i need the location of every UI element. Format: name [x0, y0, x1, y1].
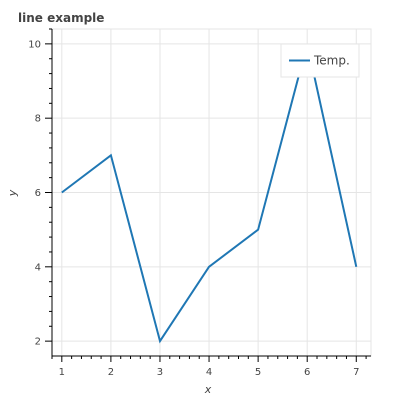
x-tick-labels: 1 2 3 4 5 6 7: [59, 367, 360, 378]
x-tick-label: 2: [108, 367, 114, 378]
x-tick-label: 5: [255, 367, 261, 378]
x-tick-label: 4: [206, 367, 212, 378]
x-tick-label: 1: [59, 367, 65, 378]
y-axis-label: y: [6, 189, 19, 197]
legend-label-temp: Temp.: [313, 54, 350, 68]
legend: Temp.: [280, 43, 360, 78]
chart-title: line example: [18, 11, 104, 25]
x-tick-label: 7: [353, 367, 359, 378]
y-tick-label: 10: [28, 39, 41, 50]
axes: [45, 28, 371, 362]
y-tick-labels: 2 4 6 8 10: [28, 39, 41, 347]
y-tick-label: 4: [35, 262, 41, 273]
x-tick-label: 3: [157, 367, 163, 378]
x-tick-label: 6: [304, 367, 310, 378]
y-tick-label: 8: [35, 114, 41, 125]
y-tick-label: 2: [35, 337, 41, 348]
x-axis-label: x: [204, 383, 212, 396]
grid: [52, 29, 371, 356]
y-tick-label: 6: [35, 188, 41, 199]
